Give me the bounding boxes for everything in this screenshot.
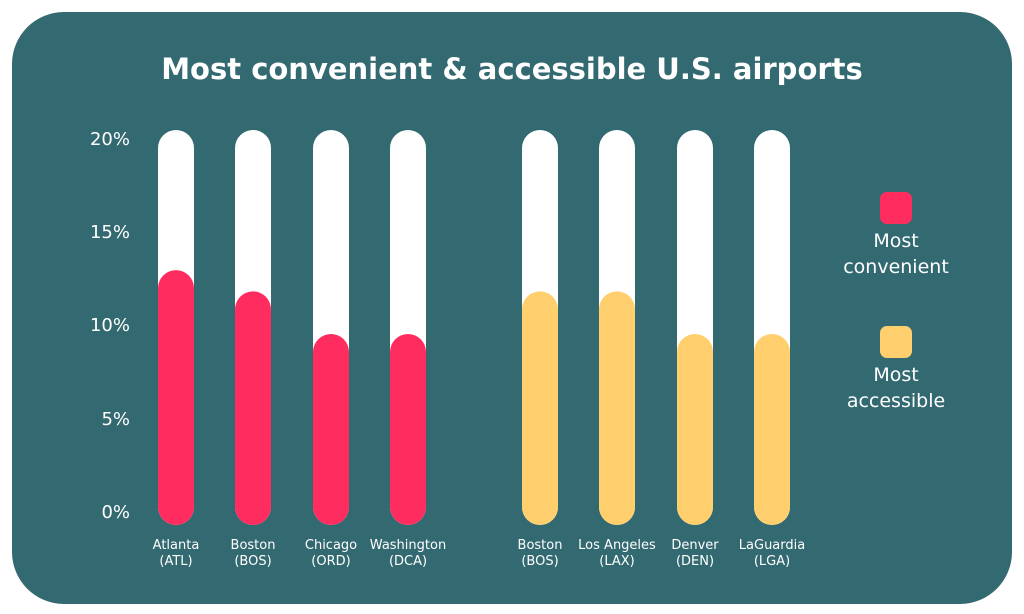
legend-swatch-accessible — [880, 326, 912, 358]
x-tick-label: Denver — [671, 538, 719, 553]
legend-label: accessible — [846, 390, 946, 412]
legend-swatch-convenient — [880, 192, 912, 224]
x-tick-label: Boston — [518, 538, 563, 553]
x-tick-label-code: (DCA) — [389, 554, 427, 569]
bar — [313, 334, 349, 525]
x-tick-label-code: (BOS) — [521, 554, 558, 569]
x-tick-label: Chicago — [305, 538, 357, 553]
y-tick-label: 5% — [101, 409, 130, 430]
x-tick-label: Boston — [231, 538, 276, 553]
legend-convenient: Most convenient — [826, 192, 966, 280]
x-tick-label-code: (LGA) — [754, 554, 790, 569]
y-tick-label: 0% — [101, 502, 130, 523]
legend-label: Most — [873, 230, 919, 252]
bar — [599, 291, 635, 525]
legend-label: Most — [873, 364, 919, 386]
bar — [235, 291, 271, 525]
legend-label: convenient — [843, 256, 949, 278]
x-tick-label: LaGuardia — [739, 538, 805, 553]
y-tick-label: 20% — [90, 129, 130, 150]
bar — [522, 291, 558, 525]
y-tick-label: 10% — [90, 315, 130, 336]
bar — [677, 334, 713, 525]
x-tick-label: Atlanta — [153, 538, 200, 553]
x-tick-label: Los Angeles — [578, 538, 656, 553]
chart-title: Most convenient & accessible U.S. airpor… — [161, 52, 863, 86]
y-tick-label: 15% — [90, 222, 130, 243]
x-tick-label-code: (BOS) — [234, 554, 271, 569]
x-tick-label-code: (ORD) — [311, 554, 350, 569]
legend-accessible: Most accessible — [826, 326, 966, 414]
x-tick-label-code: (ATL) — [159, 554, 192, 569]
bar — [158, 270, 194, 525]
x-tick-label: Washington — [370, 538, 446, 553]
x-tick-label-code: (DEN) — [676, 554, 714, 569]
bar — [390, 334, 426, 525]
bar — [754, 334, 790, 525]
x-tick-label-code: (LAX) — [599, 554, 634, 569]
